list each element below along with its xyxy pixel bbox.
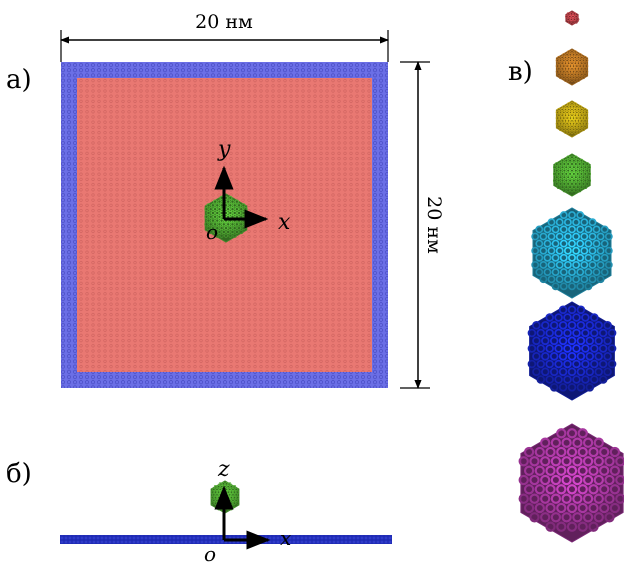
side-x-axis-label: x (280, 526, 291, 550)
y-axis-label: y (217, 137, 231, 162)
width-dimension-text: 20 нм (195, 11, 253, 33)
side-origin-label: o (204, 542, 216, 564)
shell-orange (555, 48, 589, 86)
panel-a: а) 20 нм 20 нм y x o (6, 11, 445, 389)
shell-cyan (531, 207, 613, 299)
panel-v-label: в) (508, 57, 533, 87)
origin-label: o (206, 220, 218, 244)
shell-blue (527, 301, 617, 401)
panel-b-label: б) (6, 459, 32, 489)
panel-b: б) z x o (6, 457, 392, 564)
shell-series (518, 10, 624, 543)
z-axis-label: z (217, 457, 230, 482)
panel-v: в) (508, 10, 624, 543)
height-dimension-text: 20 нм (423, 196, 445, 254)
shell-yellow (555, 100, 589, 138)
shell-green (552, 153, 592, 197)
x-axis-label: x (278, 210, 291, 235)
panel-a-label: а) (6, 65, 32, 95)
shell-magenta (518, 423, 624, 543)
shell-red (565, 10, 580, 26)
